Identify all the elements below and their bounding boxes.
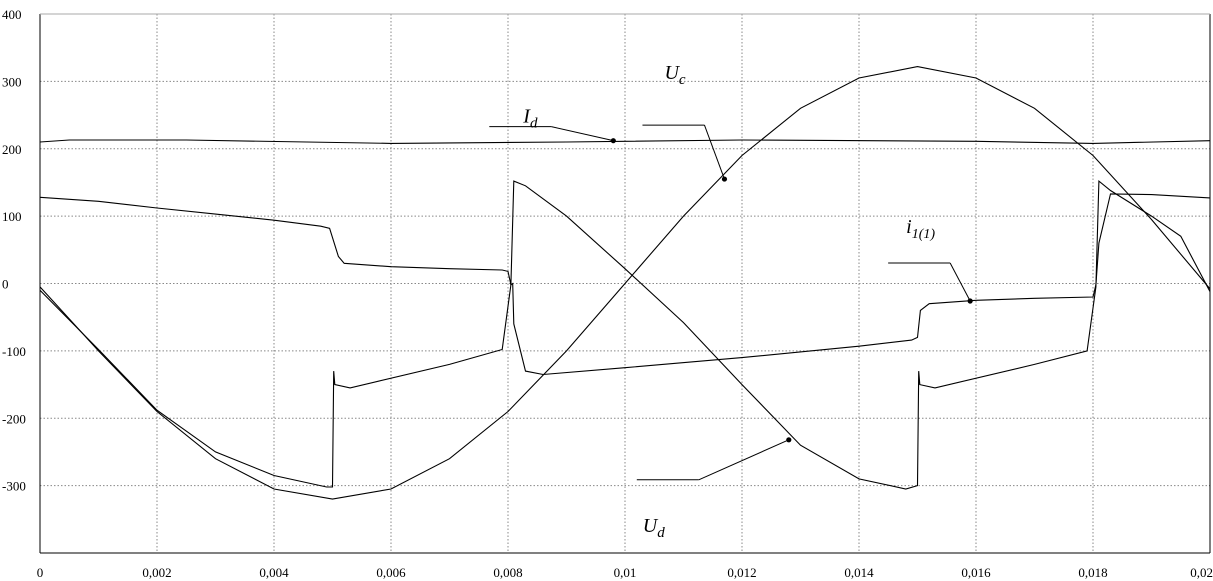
y-tick-label: 0 xyxy=(2,277,9,292)
series-label-i-1-1-: i1(1) xyxy=(906,216,935,242)
series-label-sub-u-c: c xyxy=(679,72,686,88)
series-line-i-d xyxy=(39,139,1211,144)
anchor-dot-i-d xyxy=(610,138,616,144)
leader-line-i-d xyxy=(551,126,614,142)
x-tick-label: 0,006 xyxy=(376,565,406,580)
anchor-dot-u-c xyxy=(721,176,728,182)
leader-line-i-1-1- xyxy=(949,262,971,302)
x-tick-label: 0,014 xyxy=(844,565,874,580)
series-label-i-d: Id xyxy=(522,106,538,132)
series-label-sub-u-d: d xyxy=(657,525,665,541)
anchor-dot-u-d xyxy=(786,437,792,443)
leader-line-u-d xyxy=(698,439,790,481)
series-label-u-d: Ud xyxy=(643,515,665,541)
series-label-sub-i-d: d xyxy=(530,116,538,132)
curve-annotations: Id Uc Ud i1(1) xyxy=(489,62,973,541)
x-tick-label: 0,012 xyxy=(727,565,756,580)
series-label-sub-i-1-1-: 1(1) xyxy=(912,227,936,242)
y-tick-label: -100 xyxy=(2,344,26,359)
x-tick-label: 0,016 xyxy=(961,565,991,580)
x-tick-label: 0,004 xyxy=(259,565,289,580)
series-line-u-c xyxy=(39,66,1211,500)
y-tick-label: -200 xyxy=(2,411,26,426)
leader-line-u-c xyxy=(703,124,725,180)
x-tick-label: 0 xyxy=(37,565,44,580)
series-label-u-c: Uc xyxy=(664,62,685,88)
series-lines xyxy=(39,66,1211,500)
x-tick-label: 0,018 xyxy=(1078,565,1107,580)
y-tick-label: 100 xyxy=(2,209,22,224)
y-tick-label: 200 xyxy=(2,142,22,157)
x-tick-label: 0,01 xyxy=(614,565,637,580)
y-tick-label: -300 xyxy=(2,479,26,494)
x-tick-label: 0,008 xyxy=(493,565,522,580)
x-tick-label: 0,02 xyxy=(1190,565,1213,580)
axes: 0 0,002 0,004 0,006 0,008 0,01 0,012 0,014 0,016… xyxy=(2,7,1213,580)
series-line-u-d xyxy=(39,179,1211,490)
series-line-i-1-1- xyxy=(39,193,1211,376)
y-tick-label: 300 xyxy=(2,74,22,89)
x-tick-label: 0,002 xyxy=(142,565,171,580)
grid-lines xyxy=(40,13,1211,553)
y-tick-label: 400 xyxy=(2,7,22,22)
